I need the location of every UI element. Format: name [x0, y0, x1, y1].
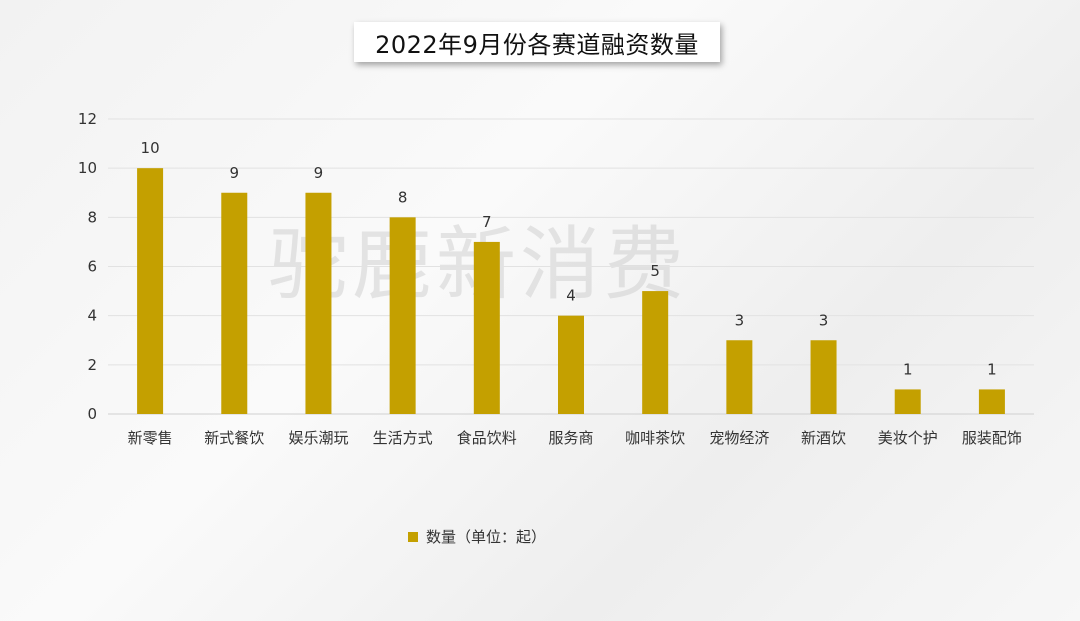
- y-tick-label: 10: [78, 159, 97, 177]
- x-tick-label: 新酒饮: [801, 429, 846, 447]
- x-tick-label: 娱乐潮玩: [288, 429, 348, 447]
- data-label: 1: [987, 360, 997, 378]
- chart-title: 2022年9月份各赛道融资数量: [354, 22, 720, 62]
- bar: [473, 241, 500, 414]
- x-tick-label: 生活方式: [373, 429, 433, 447]
- y-tick-labels: 0 2 4 6 8 10 12: [78, 110, 97, 423]
- data-label: 10: [141, 139, 160, 157]
- bar: [305, 192, 332, 414]
- x-tick-label: 咖啡茶饮: [625, 429, 685, 447]
- legend-label: 数量（单位：起）: [426, 528, 547, 546]
- y-tick-label: 6: [87, 258, 97, 276]
- data-label: 3: [735, 311, 745, 329]
- y-tick-label: 2: [87, 356, 97, 374]
- x-tick-labels: 新零售 新式餐饮 娱乐潮玩 生活方式 食品饮料 服务商 咖啡茶饮 宠物经济 新酒饮 美妆个护 服装配…: [128, 429, 1022, 447]
- x-tick-label: 服务商: [548, 429, 593, 447]
- x-tick-label: 服装配饰: [962, 429, 1022, 447]
- data-label: 4: [566, 287, 576, 305]
- bars: [137, 168, 1005, 414]
- legend-swatch: [408, 531, 418, 542]
- bar: [389, 217, 416, 414]
- bar: [726, 340, 753, 414]
- y-tick-label: 0: [87, 405, 97, 423]
- y-tick-label: 4: [87, 307, 97, 325]
- data-label: 9: [314, 164, 324, 182]
- data-label: 7: [482, 213, 492, 231]
- bar: [558, 315, 584, 414]
- data-label: 1: [903, 360, 913, 378]
- bar: [894, 389, 921, 414]
- data-label: 3: [819, 311, 829, 329]
- y-tick-label: 12: [78, 110, 97, 128]
- bar: [642, 291, 669, 414]
- legend: 数量（单位：起）: [408, 526, 546, 547]
- bar: [137, 168, 164, 414]
- y-tick-label: 8: [87, 208, 97, 226]
- bar: [810, 340, 837, 414]
- x-tick-label: 新零售: [128, 429, 173, 447]
- bar: [221, 192, 248, 414]
- data-label: 8: [398, 188, 408, 206]
- x-tick-label: 食品饮料: [457, 429, 517, 447]
- bar: [978, 389, 1005, 414]
- data-label: 5: [650, 262, 660, 280]
- data-labels: 10 9 9 8 7 4 5 3 3 1 1: [141, 139, 997, 378]
- x-tick-label: 宠物经济: [709, 429, 769, 447]
- x-tick-label: 美妆个护: [878, 429, 938, 447]
- x-tick-label: 新式餐饮: [204, 429, 264, 447]
- data-label: 9: [229, 164, 239, 182]
